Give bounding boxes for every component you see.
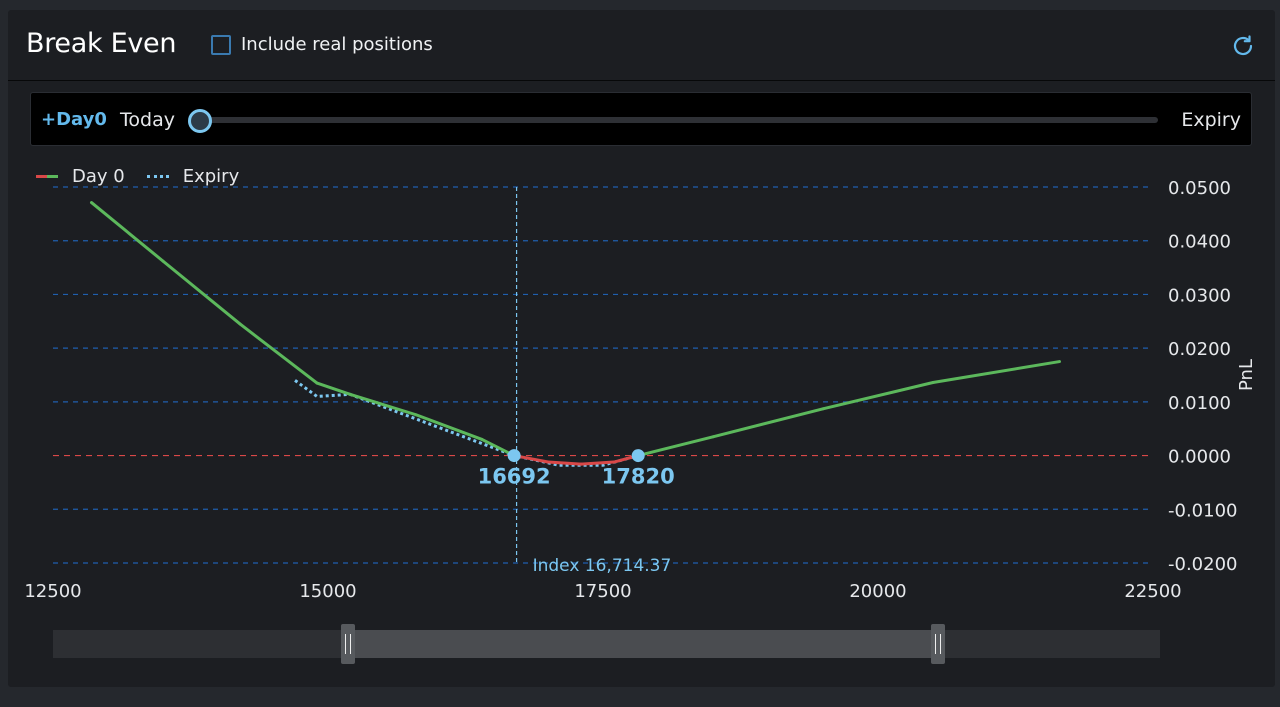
- y-tick-label: 0.0000: [1168, 447, 1231, 468]
- y-tick-label: 0.0100: [1168, 393, 1231, 414]
- panel-header: Break Even Include real positions: [8, 10, 1275, 81]
- x-tick-label: 22500: [1124, 581, 1181, 602]
- break-even-panel: Break Even Include real positions +Day0 …: [8, 10, 1275, 687]
- day0-series-segment: [238, 322, 319, 385]
- include-real-positions-toggle[interactable]: Include real positions: [211, 34, 433, 55]
- day0-series-segment: [161, 259, 242, 326]
- legend-day0-label: Day 0: [72, 166, 125, 187]
- x-tick-label: 17500: [574, 581, 631, 602]
- index-label: Index 16,714.37: [533, 556, 672, 576]
- day0-series-segment: [348, 392, 418, 417]
- legend-day0-swatch: [36, 175, 58, 178]
- range-handle-right[interactable]: [931, 624, 945, 664]
- day0-series-segment: [931, 360, 1061, 385]
- day0-series-segment: [90, 201, 165, 263]
- y-tick-label: 0.0400: [1168, 232, 1231, 253]
- legend-expiry-label: Expiry: [182, 166, 240, 187]
- day-slider-track[interactable]: [198, 117, 1158, 123]
- y-tick-label: -0.0100: [1168, 500, 1237, 521]
- y-tick-label: 0.0200: [1168, 339, 1231, 360]
- x-tick-label: 20000: [849, 581, 906, 602]
- x-tick-label: 15000: [299, 581, 356, 602]
- range-handle-left[interactable]: [341, 624, 355, 664]
- pnl-chart: Index 16,714.37 16692 17820 0.0500 0.0400 0…: [24, 178, 1257, 602]
- y-tick-label: -0.0200: [1168, 554, 1237, 575]
- y-tick-label: 0.0300: [1168, 285, 1231, 306]
- day0-series-segment: [711, 407, 825, 439]
- y-tick-label: 0.0500: [1168, 178, 1231, 199]
- day0-series-segment: [414, 413, 484, 441]
- x-tick-label: 12500: [24, 581, 81, 602]
- legend-expiry-swatch: [146, 175, 169, 178]
- day0-series-segment: [636, 435, 715, 458]
- break-even-point: [631, 449, 645, 463]
- day0-series-segment: [821, 381, 935, 411]
- break-even-point: [507, 449, 521, 463]
- break-even-label: 17820: [602, 465, 675, 489]
- range-scrollbar[interactable]: [53, 624, 1160, 664]
- slider-expiry-label: Expiry: [1181, 109, 1241, 131]
- day0-series-segment: [315, 381, 352, 396]
- legend-day0[interactable]: Day 0: [36, 166, 125, 187]
- chart-legend: Day 0 Expiry: [36, 166, 261, 187]
- day0-series-segment: [579, 460, 616, 466]
- day-offset-tag: +Day0: [41, 109, 107, 130]
- slider-today-label: Today: [120, 109, 175, 131]
- include-real-positions-label: Include real positions: [241, 34, 433, 55]
- legend-expiry[interactable]: Expiry: [146, 166, 240, 187]
- range-window[interactable]: [348, 630, 938, 658]
- day0-series-segment: [546, 460, 583, 466]
- break-even-label: 16692: [478, 465, 551, 489]
- include-real-positions-checkbox[interactable]: [211, 34, 231, 55]
- day-slider-bar: +Day0 Today Expiry: [30, 92, 1252, 146]
- page-title: Break Even: [26, 28, 177, 59]
- y-axis-label: PnL: [1236, 359, 1257, 391]
- refresh-icon[interactable]: [1230, 33, 1256, 59]
- day-slider-thumb[interactable]: [188, 109, 212, 133]
